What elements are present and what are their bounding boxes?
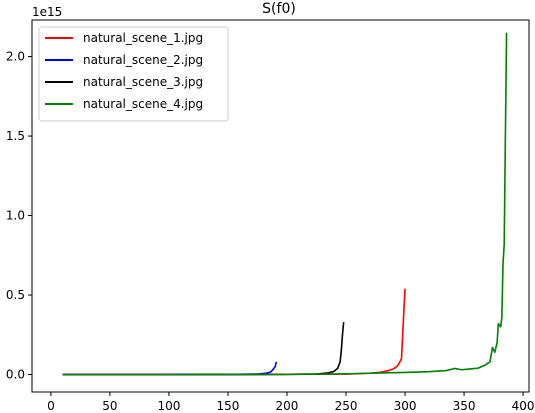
x-tick-label: 50 <box>102 399 117 413</box>
y-tick-label: 1.5 <box>6 129 25 143</box>
y-exponent-label: 1e15 <box>32 5 62 19</box>
axes: 0 50 100 150 200 250 300 350 400 0.0 0.5 1.0 1.5 2.0 <box>6 19 535 413</box>
x-tick-label: 400 <box>512 399 535 413</box>
legend: natural_scene_1.jpg natural_scene_2.jpgna… <box>38 26 229 122</box>
legend-label: natural_scene_2.jpg <box>83 53 203 67</box>
y-tick-label: 0.0 <box>6 368 25 382</box>
legend-label: natural_scene_1.jpg <box>83 31 203 45</box>
legend-label: natural_scene_3.jpg <box>83 75 203 89</box>
x-tick-label: 300 <box>394 399 417 413</box>
plot-area <box>62 32 508 376</box>
chart-title: S(f0) <box>262 1 296 17</box>
y-tick-label: 2.0 <box>6 50 25 64</box>
y-tick-label: 1.0 <box>6 209 25 223</box>
x-tick-label: 350 <box>453 399 476 413</box>
series-line-2 <box>62 361 278 376</box>
x-tick-label: 250 <box>335 399 358 413</box>
x-tick-label: 200 <box>276 399 299 413</box>
series-line-4 <box>62 32 508 376</box>
legend-box <box>38 26 229 122</box>
x-tick-label: 100 <box>157 399 180 413</box>
series-line-3 <box>62 321 345 376</box>
legend-label: natural_scene_4.jpg <box>83 97 203 111</box>
x-tick-label: 150 <box>217 399 240 413</box>
series-line-1 <box>62 288 406 376</box>
plot-frame <box>31 19 530 393</box>
y-tick-label: 0.5 <box>6 288 25 302</box>
x-tick-label: 0 <box>47 399 55 413</box>
